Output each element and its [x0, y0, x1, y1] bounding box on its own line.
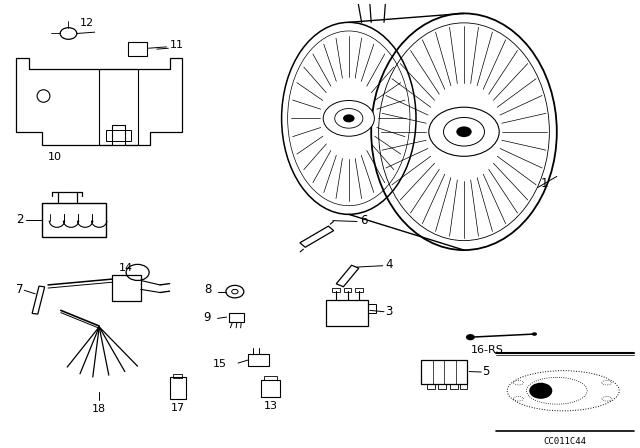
- Circle shape: [532, 332, 537, 336]
- Text: 2: 2: [16, 213, 24, 226]
- Circle shape: [466, 334, 475, 340]
- Text: 4: 4: [385, 258, 393, 271]
- Text: 11: 11: [170, 40, 184, 50]
- Text: 6: 6: [360, 214, 367, 227]
- Text: 7: 7: [16, 283, 24, 296]
- Text: 10: 10: [47, 152, 61, 162]
- Text: 8: 8: [204, 283, 211, 296]
- Text: 13: 13: [264, 401, 278, 411]
- Text: 18: 18: [92, 404, 106, 414]
- Circle shape: [429, 107, 499, 156]
- Text: 5: 5: [483, 365, 490, 378]
- Circle shape: [343, 114, 355, 122]
- Circle shape: [529, 383, 552, 399]
- Text: 1: 1: [541, 177, 548, 190]
- Text: 12: 12: [80, 17, 94, 28]
- Text: 9: 9: [204, 310, 211, 323]
- Text: 17: 17: [171, 403, 185, 413]
- Text: 15: 15: [213, 359, 227, 369]
- Text: 16-RS: 16-RS: [471, 345, 504, 355]
- Circle shape: [323, 100, 374, 136]
- Text: 3: 3: [385, 305, 393, 318]
- Circle shape: [456, 126, 472, 137]
- Text: CC011C44: CC011C44: [543, 437, 586, 446]
- Text: 14: 14: [118, 263, 132, 273]
